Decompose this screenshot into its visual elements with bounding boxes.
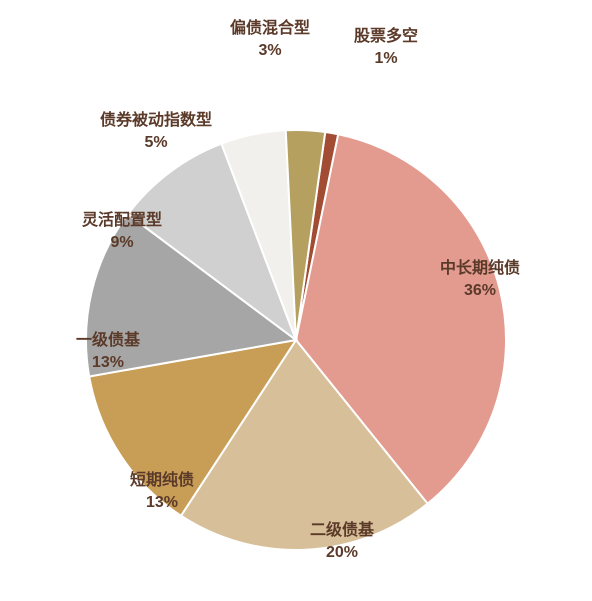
pie-label: 灵活配置型9%	[82, 210, 162, 255]
pie-label: 债券被动指数型5%	[100, 110, 212, 155]
pie-label: 偏债混合型3%	[230, 18, 310, 63]
pie-label-percent: 20%	[310, 542, 374, 564]
pie-label: 二级债基20%	[310, 520, 374, 565]
pie-label: 短期纯债13%	[130, 470, 194, 515]
pie-label-percent: 13%	[76, 352, 140, 374]
pie-label-name: 债券被动指数型	[100, 110, 212, 132]
pie-label-name: 二级债基	[310, 520, 374, 542]
pie-label: 股票多空1%	[354, 26, 418, 71]
pie-label-name: 中长期纯债	[440, 258, 520, 280]
pie-label-name: 偏债混合型	[230, 18, 310, 40]
pie-label-name: 灵活配置型	[82, 210, 162, 232]
pie-chart-container: 股票多空1%中长期纯债36%二级债基20%短期纯债13%一级债基13%灵活配置型…	[0, 0, 592, 601]
pie-label-percent: 13%	[130, 492, 194, 514]
pie-label-percent: 9%	[82, 232, 162, 254]
pie-label: 中长期纯债36%	[440, 258, 520, 303]
pie-label-percent: 5%	[100, 132, 212, 154]
pie-label-name: 股票多空	[354, 26, 418, 48]
pie-label-percent: 36%	[440, 280, 520, 302]
pie-label-name: 短期纯债	[130, 470, 194, 492]
pie-label-name: 一级债基	[76, 330, 140, 352]
pie-label: 一级债基13%	[76, 330, 140, 375]
pie-label-percent: 1%	[354, 48, 418, 70]
pie-label-percent: 3%	[230, 40, 310, 62]
